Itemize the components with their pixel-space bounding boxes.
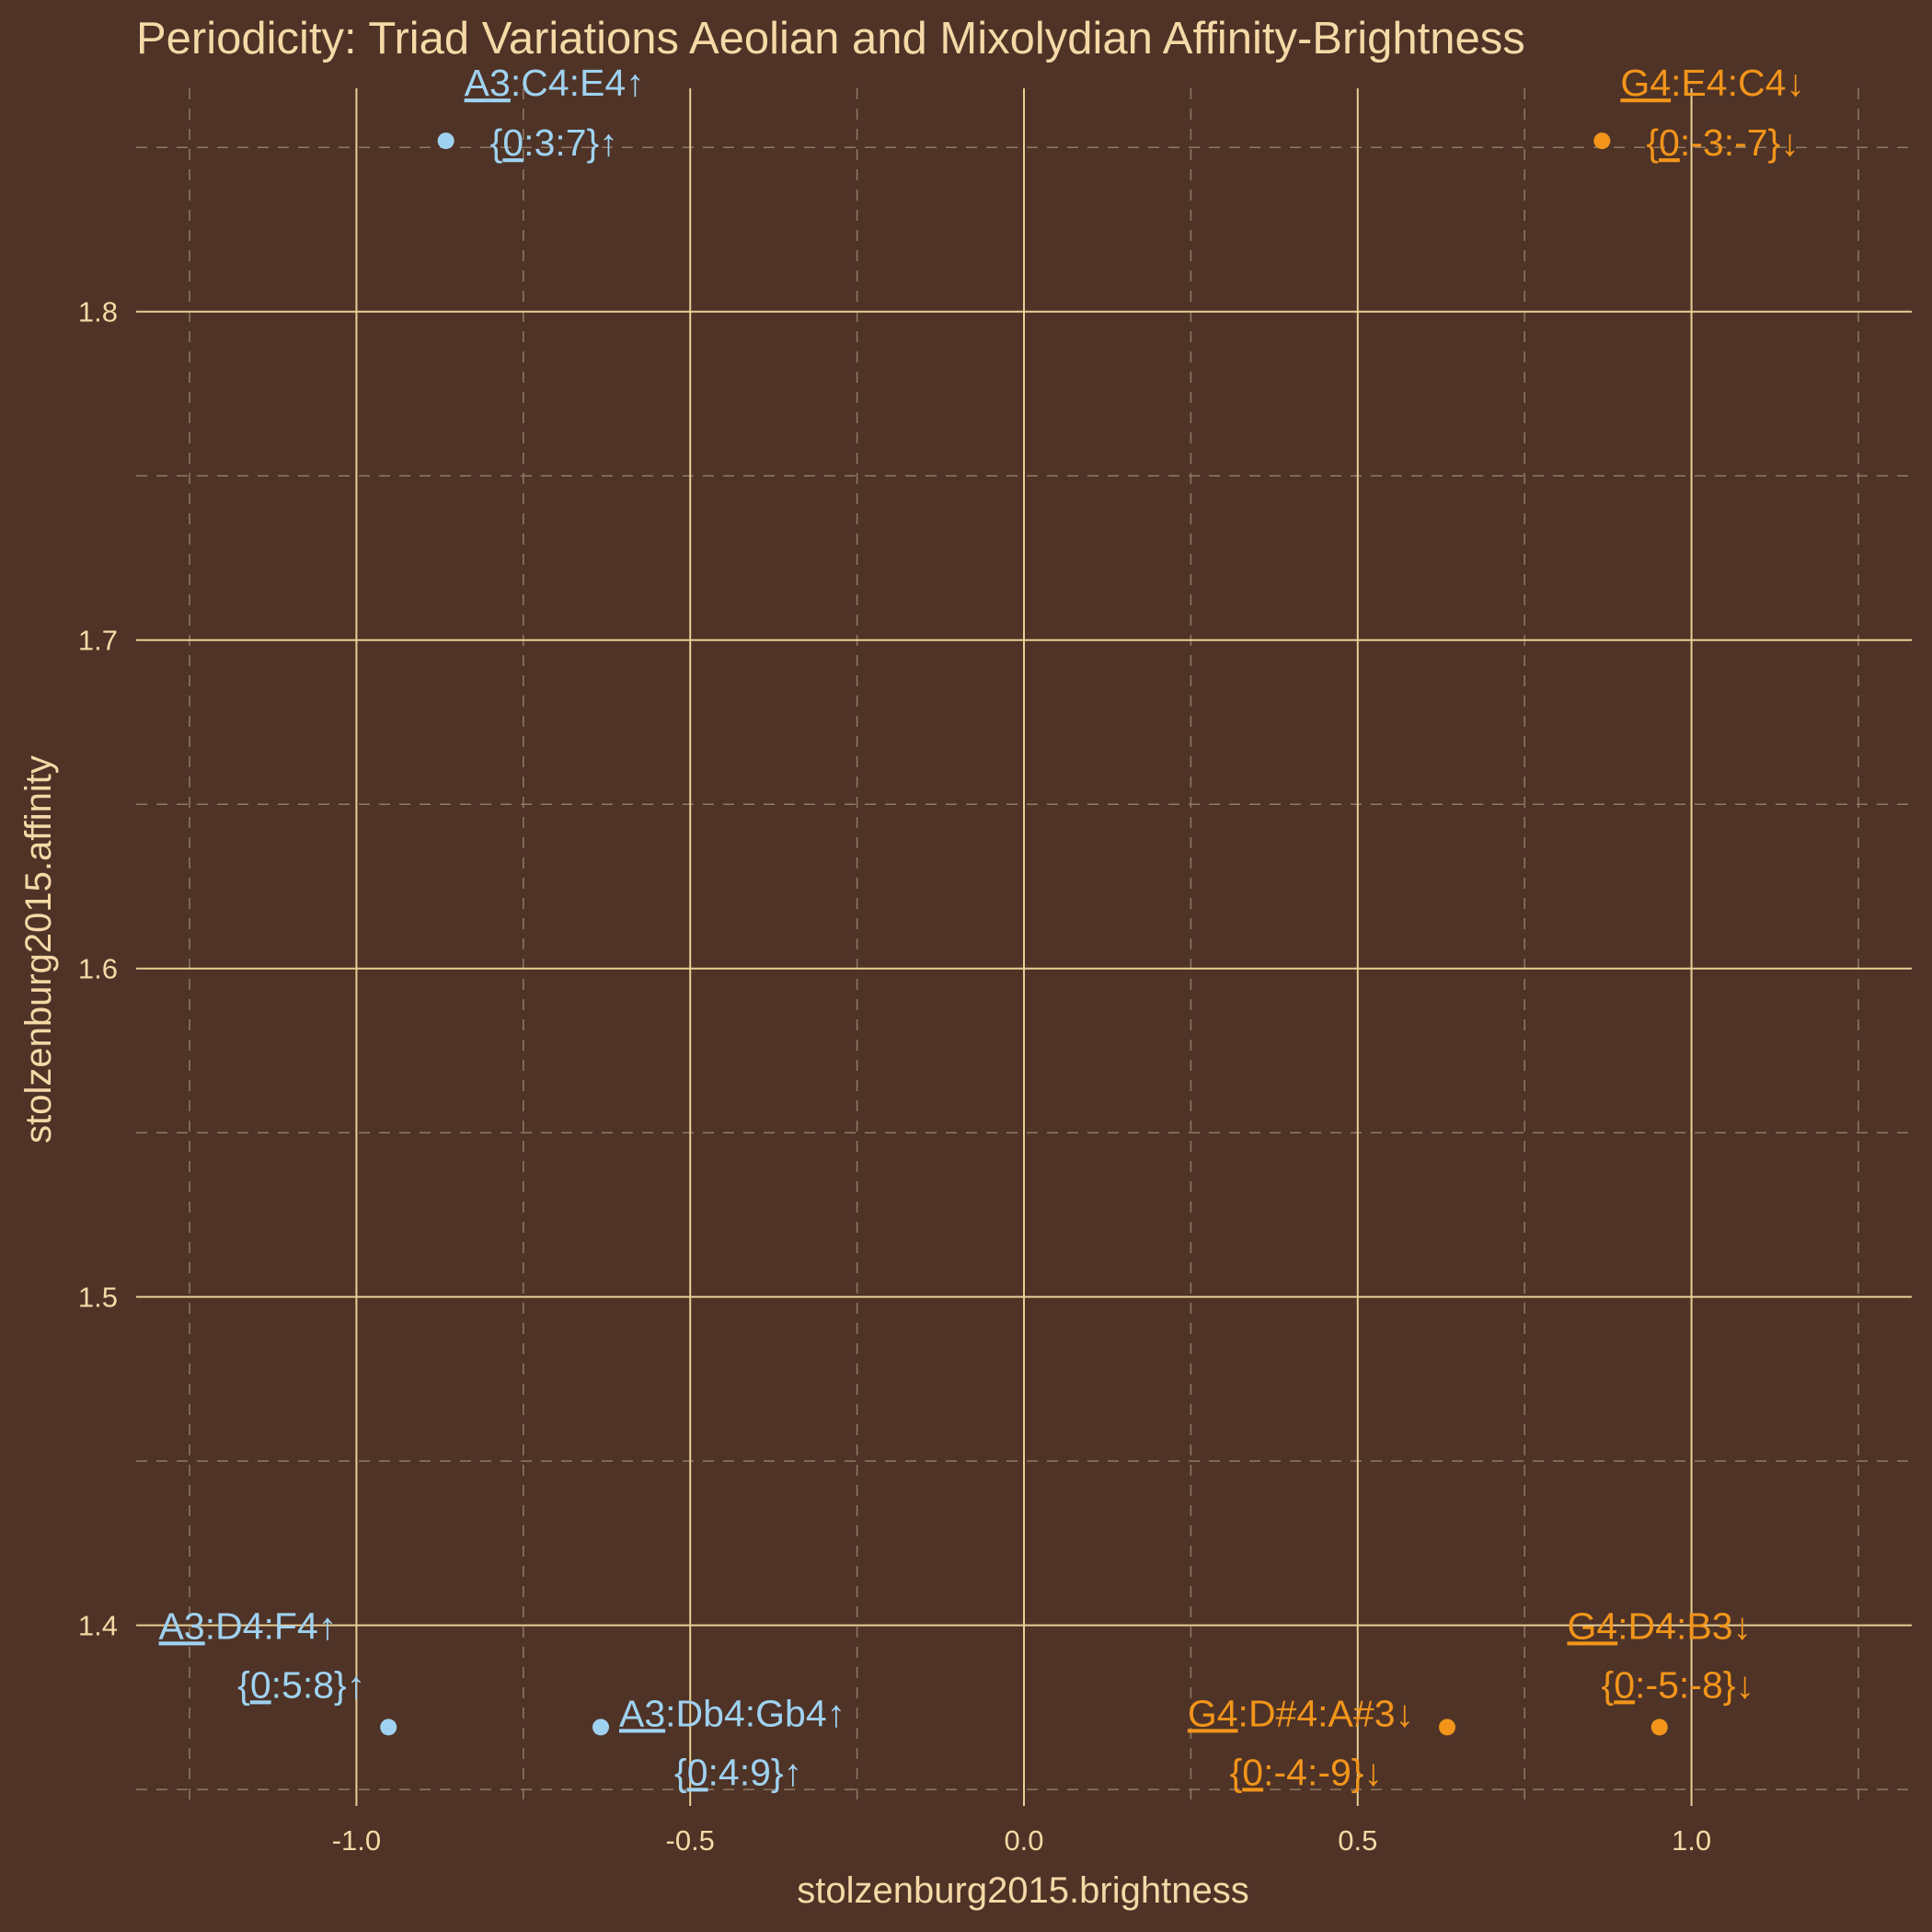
point-label-notes: G4:E4:C4↓ [1620, 62, 1805, 104]
chart-title: Periodicity: Triad Variations Aeolian an… [136, 14, 1525, 63]
point-label-intervals: {0:3:7}↑ [490, 121, 618, 164]
y-tick-label: 1.5 [78, 1282, 118, 1314]
y-tick-label: 1.7 [78, 625, 118, 657]
point-label-notes: A3:D4:F4↑ [159, 1604, 338, 1647]
data-point [1593, 132, 1611, 150]
data-point [1439, 1719, 1456, 1736]
y-axis-ticks: 1.4 1.5 1.6 1.7 1.8 [78, 296, 118, 1642]
point-label-intervals: {0:-5:-8}↓ [1602, 1663, 1754, 1706]
data-point [1650, 1719, 1668, 1736]
x-tick-label: -1.0 [332, 1824, 381, 1857]
x-tick-label: -0.5 [666, 1824, 715, 1857]
data-points: A3:C4:E4↑ {0:3:7}↑ A3:D4:F4↑ {0:5:8}↑ A3:Db4… [159, 62, 1805, 1793]
data-point [592, 1719, 609, 1736]
point-label-notes: G4:D4:B3↓ [1567, 1604, 1752, 1647]
point-label-notes: A3:Db4:Gb4↑ [619, 1692, 845, 1734]
x-tick-label: 0.0 [1004, 1824, 1043, 1857]
x-axis-title: stolzenburg2015.brightness [797, 1870, 1248, 1911]
point-label-intervals: {0:-3:-7}↓ [1646, 121, 1799, 164]
y-tick-label: 1.8 [78, 296, 118, 328]
y-tick-label: 1.4 [78, 1610, 118, 1642]
grid-lines [136, 88, 1912, 1806]
point-label-intervals: {0:-4:-9}↓ [1230, 1751, 1383, 1793]
point-label-notes: A3:C4:E4↑ [465, 62, 645, 104]
x-tick-label: 1.0 [1672, 1824, 1711, 1857]
y-axis-title: stolzenburg2015.affinity [18, 755, 59, 1144]
point-label-intervals: {0:4:9}↑ [674, 1751, 802, 1793]
data-point [380, 1719, 397, 1736]
point-label-intervals: {0:5:8}↑ [237, 1663, 365, 1706]
data-point [437, 132, 454, 150]
x-axis-ticks: -1.0 -0.5 0.0 0.5 1.0 [332, 1824, 1711, 1857]
x-tick-label: 0.5 [1338, 1824, 1377, 1857]
y-tick-label: 1.6 [78, 953, 118, 985]
point-label-notes: G4:D#4:A#3↓ [1188, 1692, 1414, 1734]
